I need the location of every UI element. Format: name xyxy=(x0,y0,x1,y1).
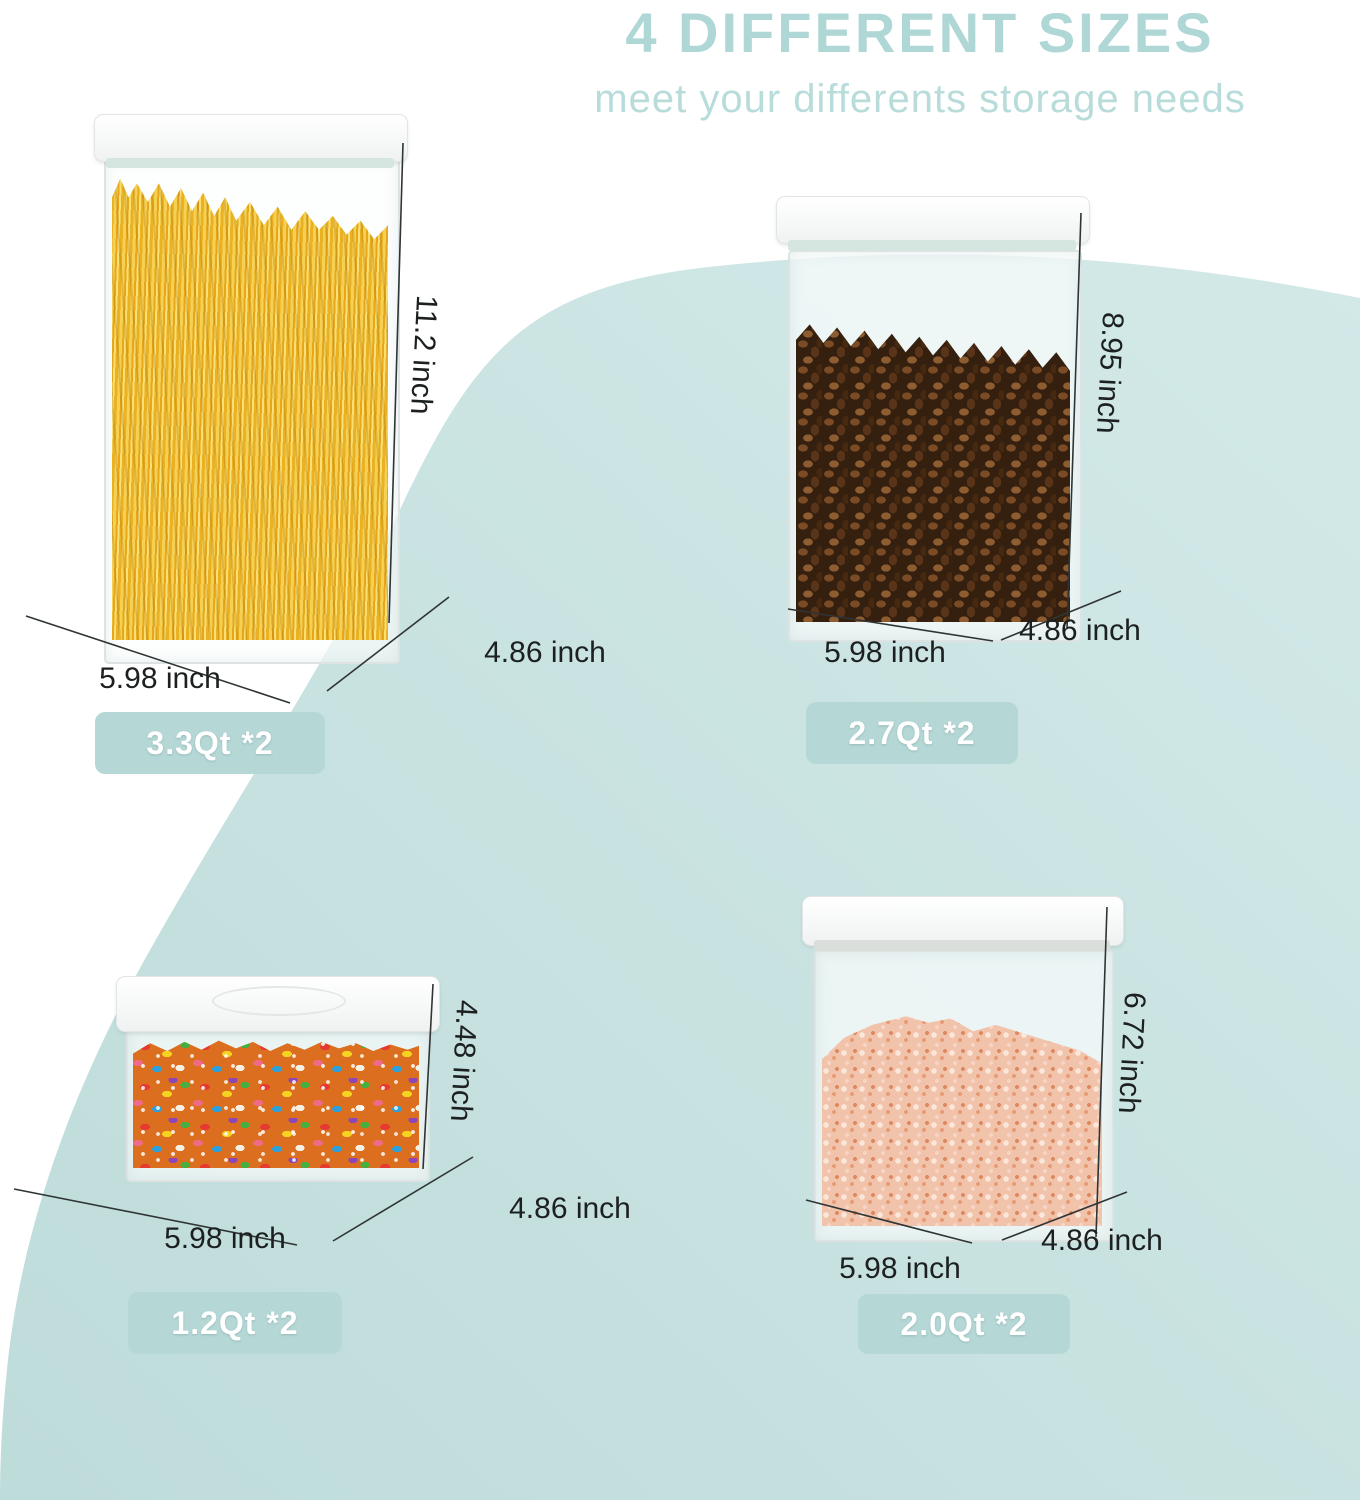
lid-seal xyxy=(814,940,1110,951)
pink-salt-photo xyxy=(822,1016,1102,1226)
height-label-spaghetti: 11.2 inch xyxy=(403,294,444,416)
capacity-badge-spaghetti: 3.3Qt *2 xyxy=(95,712,325,774)
coffee-beans-photo xyxy=(796,324,1070,622)
container-lid xyxy=(802,896,1124,946)
width-label-spaghetti: 5.98 inch xyxy=(99,662,221,695)
header: 4 DIFFERENT SIZES meet your differents s… xyxy=(470,1,1360,122)
jelly-beans-photo xyxy=(133,1040,419,1168)
page-subtitle: meet your differents storage needs xyxy=(594,76,1246,121)
height-label-jelly: 4.48 inch xyxy=(443,999,484,1123)
container-lid xyxy=(94,114,408,162)
badge-label: 2.0Qt *2 xyxy=(900,1305,1028,1342)
width-label-coffee: 5.98 inch xyxy=(824,636,946,669)
page-title: 4 DIFFERENT SIZES xyxy=(625,1,1215,64)
depth-label-coffee: 4.86 inch xyxy=(1019,614,1141,647)
badge-label: 3.3Qt *2 xyxy=(146,724,274,761)
depth-label-spaghetti: 4.86 inch xyxy=(484,636,606,669)
capacity-badge-salt: 2.0Qt *2 xyxy=(858,1294,1070,1354)
badge-label: 2.7Qt *2 xyxy=(848,714,976,751)
spaghetti-photo xyxy=(112,178,388,640)
capacity-badge-coffee: 2.7Qt *2 xyxy=(806,702,1018,764)
height-label-salt: 6.72 inch xyxy=(1111,991,1152,1115)
lid-seal xyxy=(106,158,394,168)
depth-label-jelly: 4.86 inch xyxy=(509,1192,631,1225)
badge-label: 1.2Qt *2 xyxy=(171,1304,299,1341)
depth-label-salt: 4.86 inch xyxy=(1041,1224,1163,1257)
container-lid xyxy=(776,196,1090,244)
width-label-salt: 5.98 inch xyxy=(839,1252,961,1285)
lid-button-seam xyxy=(212,986,346,1016)
lid-seal xyxy=(788,240,1076,251)
width-label-jelly: 5.98 inch xyxy=(164,1222,286,1255)
capacity-badge-jelly: 1.2Qt *2 xyxy=(128,1292,342,1354)
height-label-coffee: 8.95 inch xyxy=(1089,311,1130,435)
